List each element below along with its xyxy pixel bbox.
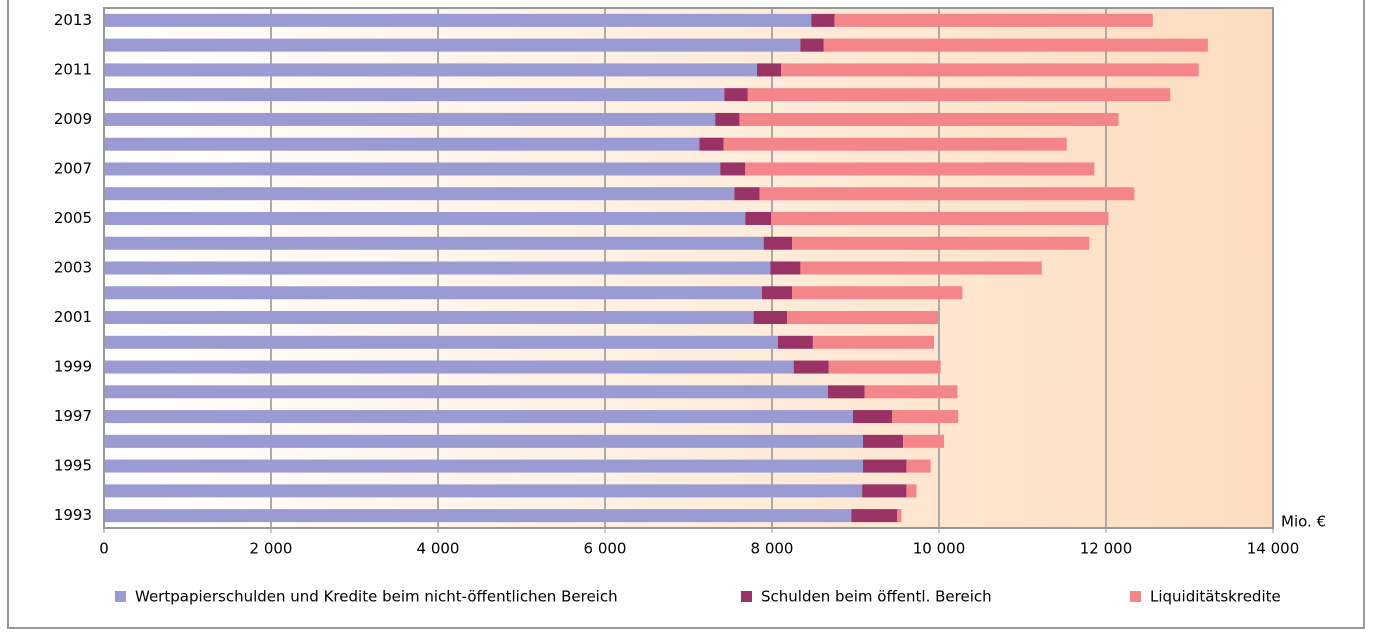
bar-segment (745, 162, 1095, 176)
bar-segment (863, 434, 904, 448)
bar-segment (851, 509, 898, 523)
x-tick-label: 10 000 (913, 540, 966, 558)
bar-segment (104, 236, 764, 250)
bar-segment (104, 459, 864, 473)
bar-segment (747, 88, 1171, 102)
bar-segment (104, 162, 721, 176)
bar-segment (104, 484, 863, 498)
legend-label: Wertpapierschulden und Kredite beim nich… (135, 588, 618, 606)
bar-segment (800, 261, 1042, 275)
bar-segment (763, 236, 793, 250)
bar-segment (739, 112, 1119, 126)
bar-segment (104, 261, 771, 275)
bar-segment (771, 211, 1109, 225)
y-tick-label: 1993 (54, 506, 92, 524)
bar-segment (906, 484, 917, 498)
frame (7, 0, 1365, 629)
bar-segment (852, 410, 893, 424)
bar-segment (897, 509, 902, 523)
bar-segment (834, 13, 1153, 27)
bar-segment (862, 484, 907, 498)
bar-segment (770, 261, 801, 275)
bar-segment (823, 38, 1208, 52)
bar-segment (781, 63, 1199, 77)
y-tick-label: 2003 (54, 259, 92, 277)
bar-segment (104, 137, 700, 151)
legend-label: Schulden beim öffentl. Bereich (761, 588, 992, 606)
bar-segment (812, 335, 934, 349)
bar-segment (104, 63, 757, 77)
bar-segment (724, 88, 748, 102)
bar-segment (903, 434, 945, 448)
bar-segment (759, 187, 1135, 201)
bar-segment (104, 434, 864, 448)
bar-segment (104, 335, 778, 349)
legend-label: Liquiditätskredite (1150, 588, 1281, 606)
bars (104, 13, 1208, 523)
y-tick-label: 2001 (54, 308, 92, 326)
x-axis-label: Mio. € (1281, 513, 1326, 531)
bar-segment (777, 335, 813, 349)
bar-segment (715, 112, 740, 126)
bar-segment (104, 88, 725, 102)
x-tick-label: 14 000 (1247, 540, 1300, 558)
bar-segment (104, 385, 828, 399)
x-tick-label: 0 (99, 540, 109, 558)
bar-segment (792, 236, 1090, 250)
bar-segment (104, 311, 754, 325)
bar-segment (863, 459, 907, 473)
bar-segment (827, 385, 865, 399)
y-tick-label: 1995 (54, 457, 92, 475)
bar-segment (723, 137, 1067, 151)
x-tick-label: 12 000 (1080, 540, 1133, 558)
bar-segment (104, 112, 716, 126)
bar-segment (104, 38, 801, 52)
bar-segment (787, 311, 939, 325)
bar-segment (745, 211, 772, 225)
legend-swatch (741, 591, 752, 602)
bar-segment (864, 385, 958, 399)
legend-swatch (1130, 591, 1141, 602)
bar-segment (104, 187, 735, 201)
x-tick-label: 2 000 (250, 540, 293, 558)
bar-segment (720, 162, 746, 176)
bar-segment (828, 360, 941, 374)
y-tick-label: 2005 (54, 209, 92, 227)
bar-segment (906, 459, 931, 473)
bar-segment (753, 311, 788, 325)
bar-segment (104, 211, 746, 225)
x-tick-label: 4 000 (417, 540, 460, 558)
y-tick-label: 2009 (54, 110, 92, 128)
legend-swatch (115, 591, 126, 602)
bar-segment (756, 63, 782, 77)
bar-segment (793, 360, 829, 374)
bar-segment (104, 410, 853, 424)
bar-segment (811, 13, 835, 27)
plot-border (103, 7, 1274, 529)
x-tick-label: 6 000 (584, 540, 627, 558)
bar-segment (104, 509, 852, 523)
bar-segment (892, 410, 959, 424)
y-tick-label: 1999 (54, 358, 92, 376)
bar-segment (699, 137, 724, 151)
bar-segment (800, 38, 824, 52)
y-tick-label: 2007 (54, 159, 92, 177)
bar-segment (792, 286, 963, 300)
bar-segment (104, 286, 762, 300)
bar-segment (104, 360, 794, 374)
bar-segment (104, 13, 812, 27)
bar-segment (761, 286, 793, 300)
x-tick-label: 8 000 (751, 540, 794, 558)
bar-segment (734, 187, 760, 201)
y-tick-label: 1997 (54, 407, 92, 425)
y-tick-label: 2013 (54, 11, 92, 29)
y-tick-label: 2011 (54, 60, 92, 78)
